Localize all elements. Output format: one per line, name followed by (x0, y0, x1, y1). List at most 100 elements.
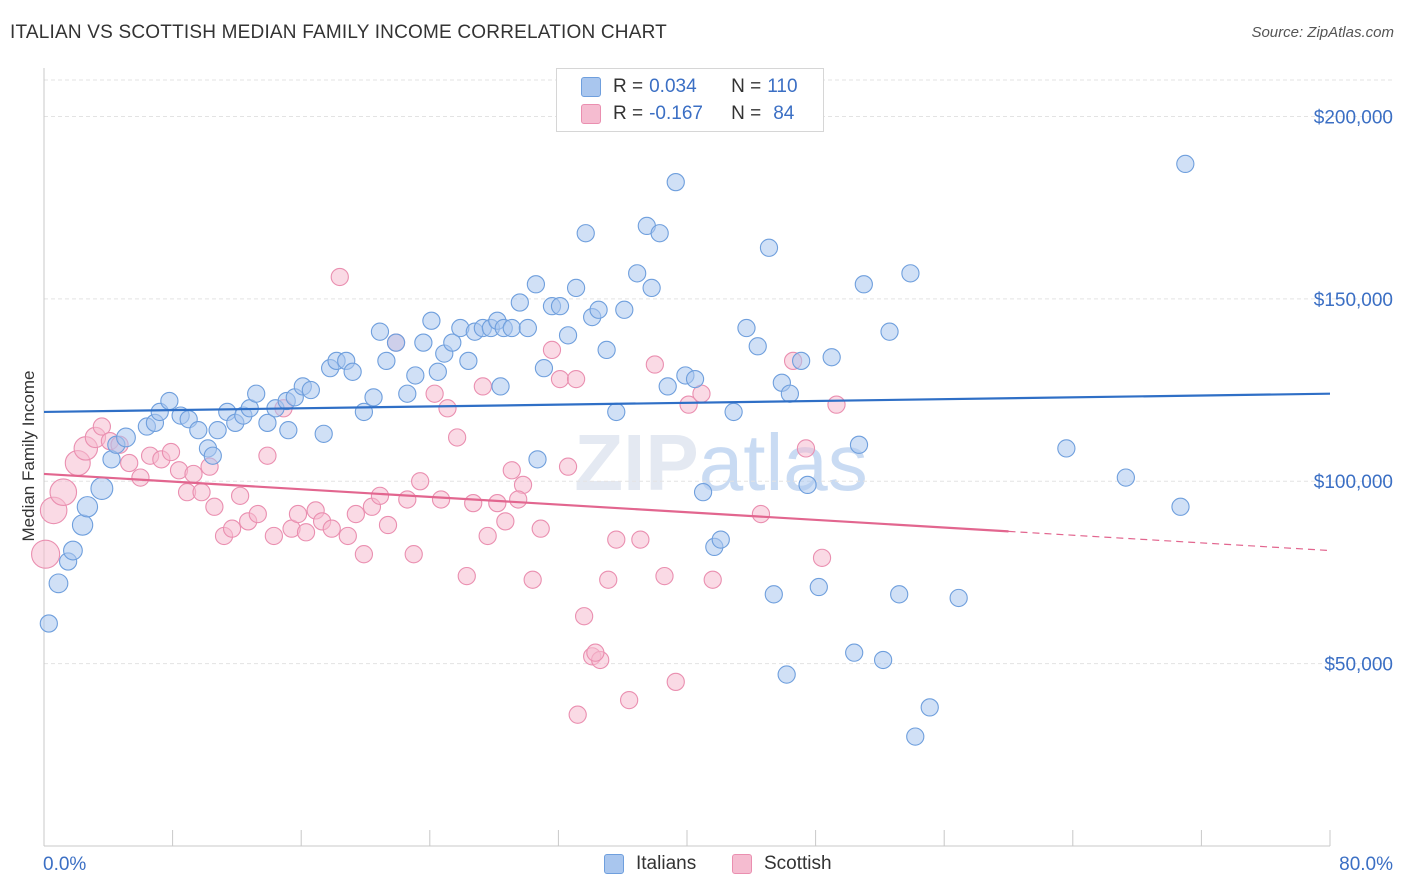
watermark: ZIPatlas (574, 418, 867, 507)
italians-point (711, 530, 730, 549)
italians-point (849, 435, 869, 454)
scottish-point (411, 472, 430, 491)
legend-item-italians: Italians (604, 852, 696, 876)
italians-point (949, 588, 968, 608)
scottish-point (288, 504, 308, 524)
x-tick-label: 0.0% (43, 854, 86, 875)
scottish-point (258, 446, 277, 465)
italians-point (459, 351, 478, 370)
y-axis-label: Median Family Income (19, 370, 38, 541)
scottish-point (655, 566, 674, 586)
italians-point (550, 297, 570, 316)
n-label: N = (731, 103, 762, 124)
italians-point (566, 278, 586, 298)
italians-point (920, 698, 939, 717)
italians-point (1171, 497, 1190, 516)
italians-point (906, 727, 925, 746)
scottish-swatch (581, 104, 601, 124)
scottish-point (568, 705, 587, 724)
italians-point (370, 322, 390, 341)
scottish-point (192, 483, 211, 502)
y-tick-label: $50,000 (1324, 655, 1393, 676)
scottish-point (205, 497, 224, 516)
scottish-point (296, 523, 316, 542)
scottish-point (464, 493, 483, 513)
scottish-point (473, 377, 492, 396)
italians-point (247, 384, 266, 403)
scottish-point (574, 607, 594, 626)
italians-point (422, 311, 441, 330)
italians-point (377, 351, 396, 370)
italians-point (502, 318, 521, 338)
scottish-point (161, 442, 181, 462)
italians-point (650, 224, 669, 243)
italians-point (809, 577, 828, 597)
italians-point (628, 264, 647, 283)
italians-point (343, 362, 362, 381)
italians-swatch (581, 77, 601, 97)
scottish-point (438, 399, 457, 418)
r-value: 0.034 (649, 76, 697, 97)
italians-point (589, 300, 608, 319)
italians-point (48, 573, 69, 594)
axes (43, 68, 1331, 847)
scottish-point (447, 428, 467, 447)
italians-point (615, 300, 634, 319)
y-tick-label: $200,000 (1314, 107, 1393, 128)
scottish-point (531, 519, 550, 538)
r-value: -0.167 (649, 103, 703, 124)
scottish-point (49, 478, 78, 506)
scottish-point (619, 690, 639, 710)
italians-point (558, 326, 578, 345)
italians-point (526, 275, 546, 294)
scottish-legend-label: Scottish (764, 853, 832, 874)
italians-point (1116, 468, 1135, 487)
italians-point (693, 483, 713, 502)
scottish-legend-swatch (732, 854, 752, 874)
scottish-point (457, 566, 476, 586)
legend-row-scottish: R = -0.167 N = 84 (581, 102, 794, 126)
scottish-point (496, 512, 515, 531)
chart-source: Source: ZipAtlas.com (1251, 24, 1394, 41)
italians-point (1176, 154, 1195, 174)
italians-legend-swatch (604, 854, 624, 874)
scottish-trend-line (43, 472, 1009, 533)
scottish-point (812, 548, 832, 567)
italians-point (642, 278, 661, 298)
scottish-point (330, 267, 349, 287)
italians-point (116, 427, 136, 448)
italians-point (90, 477, 114, 501)
italians-point (658, 377, 677, 396)
stats-legend: R = 0.034 N = 110 R = -0.167 N = 84 (556, 68, 824, 132)
n-label: N = (731, 76, 762, 97)
italians-point (822, 348, 841, 367)
scottish-point (431, 490, 451, 509)
italians-point (279, 421, 298, 440)
italians-point (203, 446, 222, 465)
italians-point (724, 402, 743, 422)
italians-point (314, 424, 333, 443)
scottish-point (478, 526, 497, 546)
italians-point (208, 421, 227, 440)
scottish-point (666, 672, 685, 691)
italians-point (607, 402, 626, 422)
italians-point (301, 380, 320, 400)
r-label: R = (613, 103, 644, 124)
scottish-point (120, 453, 139, 473)
scottish-point (558, 457, 578, 476)
scottish-point (703, 570, 722, 589)
scottish-point (599, 570, 618, 589)
italians-point (873, 650, 893, 670)
y-tick-label: $100,000 (1314, 472, 1393, 493)
italians-point (792, 351, 811, 370)
italians-point (71, 514, 94, 536)
scottish-point (542, 340, 562, 360)
italians-point (428, 362, 447, 381)
scottish-point (338, 526, 357, 546)
scottish-point (502, 461, 521, 480)
x-tick-label: 80.0% (1339, 854, 1393, 875)
scottish-point (404, 545, 423, 564)
italians-point (880, 322, 899, 341)
scottish-point (523, 570, 542, 589)
n-value: 110 (767, 76, 798, 97)
